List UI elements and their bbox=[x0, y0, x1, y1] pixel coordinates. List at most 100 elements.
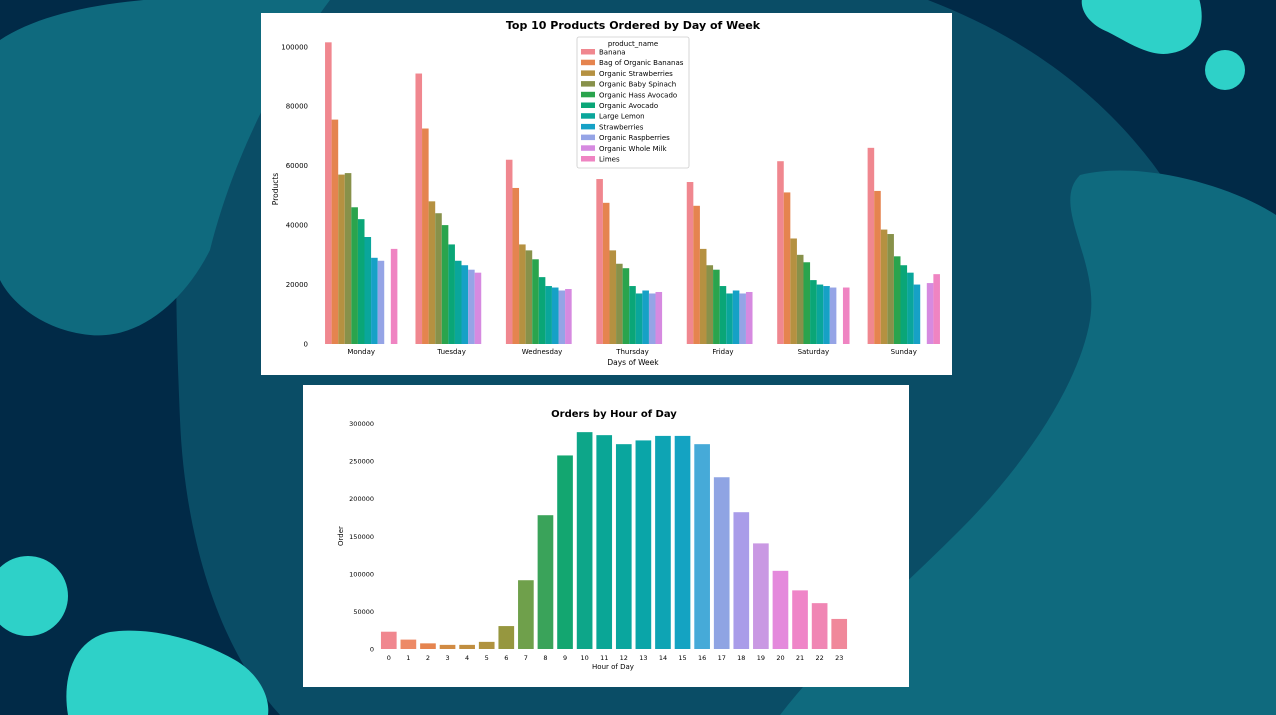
bar bbox=[538, 277, 546, 344]
y-tick-label: 100000 bbox=[349, 570, 374, 578]
y-tick-label: 80000 bbox=[286, 103, 308, 111]
bar bbox=[371, 257, 378, 344]
bar bbox=[933, 274, 940, 344]
x-tick-label: 21 bbox=[796, 654, 804, 662]
bar bbox=[867, 147, 875, 344]
background-blob-right bbox=[780, 170, 1276, 715]
legend-swatch bbox=[581, 145, 595, 151]
x-tick-label: Wednesday bbox=[522, 348, 563, 356]
legend-entry: Bag of Organic Bananas bbox=[599, 59, 684, 67]
bar bbox=[648, 293, 656, 344]
orders-by-hour-chart: Orders by Hour of Day Order Hour of Day … bbox=[337, 409, 848, 671]
bar bbox=[803, 262, 811, 344]
y-tick-label: 50000 bbox=[353, 608, 374, 616]
chart-panel-top: Top 10 Products Ordered by Day of Week P… bbox=[261, 13, 952, 375]
accent-circle-bottom-left bbox=[0, 556, 68, 636]
bar bbox=[468, 269, 475, 344]
bar bbox=[325, 42, 332, 344]
x-tick-label: 17 bbox=[718, 654, 726, 662]
bar bbox=[777, 161, 784, 344]
bar bbox=[842, 287, 850, 344]
x-tick-label: 22 bbox=[815, 654, 823, 662]
bar bbox=[519, 244, 526, 344]
bar bbox=[532, 259, 539, 344]
bar bbox=[726, 293, 733, 344]
x-tick-label: Thursday bbox=[615, 348, 649, 356]
bar bbox=[792, 590, 808, 649]
x-tick-label: 20 bbox=[776, 654, 784, 662]
legend-entry: Organic Baby Spinach bbox=[599, 81, 676, 89]
bar bbox=[874, 190, 881, 344]
bar bbox=[448, 244, 455, 344]
bar bbox=[616, 263, 623, 344]
x-tick-label: 15 bbox=[678, 654, 686, 662]
bar bbox=[926, 283, 934, 344]
bar bbox=[642, 290, 649, 344]
x-tick-label: 0 bbox=[387, 654, 391, 662]
bar bbox=[635, 440, 652, 649]
x-tick-label: 16 bbox=[698, 654, 706, 662]
bar bbox=[576, 432, 593, 649]
bar bbox=[364, 237, 372, 344]
accent-blob-top-right bbox=[1081, 0, 1202, 54]
y-tick-label: 0 bbox=[370, 646, 374, 654]
legend-swatch bbox=[581, 123, 595, 130]
x-tick-label: 14 bbox=[659, 654, 667, 662]
x-tick-label: 7 bbox=[524, 654, 528, 662]
y-tick-label: 40000 bbox=[286, 222, 308, 230]
y-tick-label: 250000 bbox=[349, 458, 374, 466]
bar bbox=[694, 444, 710, 649]
bar bbox=[428, 201, 436, 344]
y-tick-label: 20000 bbox=[286, 281, 308, 289]
chart-panel-bottom: Orders by Hour of Day Order Hour of Day … bbox=[303, 385, 909, 687]
bar bbox=[422, 128, 429, 344]
bar bbox=[615, 444, 632, 649]
legend-entry: Organic Hass Avocado bbox=[599, 91, 677, 99]
x-tick-label: Tuesday bbox=[436, 348, 465, 356]
legend-entry: Strawberries bbox=[599, 123, 644, 131]
x-tick-label: 9 bbox=[563, 654, 567, 662]
bar bbox=[907, 272, 914, 344]
legend-swatch bbox=[581, 102, 595, 108]
bar bbox=[783, 192, 791, 344]
x-tick-label: 10 bbox=[580, 654, 588, 662]
bar bbox=[537, 515, 554, 649]
y-tick-label: 0 bbox=[304, 341, 308, 349]
x-axis-label: Days of Week bbox=[607, 358, 659, 367]
y-tick-label: 60000 bbox=[286, 162, 308, 170]
bar bbox=[512, 187, 520, 344]
legend-entry: Limes bbox=[599, 156, 620, 164]
bar bbox=[525, 250, 533, 344]
bar bbox=[753, 543, 769, 649]
bar bbox=[880, 229, 888, 344]
legend-swatch bbox=[581, 113, 595, 119]
bar bbox=[344, 173, 352, 344]
bar bbox=[331, 119, 339, 344]
y-axis-label: Products bbox=[271, 173, 280, 205]
chart-title: Orders by Hour of Day bbox=[551, 409, 677, 420]
bar bbox=[380, 631, 397, 649]
bar bbox=[400, 639, 417, 649]
legend-title: product_name bbox=[608, 40, 658, 48]
bar bbox=[810, 280, 817, 344]
bar bbox=[596, 435, 613, 649]
bar bbox=[459, 644, 475, 649]
chart-title: Top 10 Products Ordered by Day of Week bbox=[506, 19, 761, 32]
x-tick-label: 13 bbox=[639, 654, 647, 662]
bar bbox=[420, 643, 436, 649]
x-tick-label: Sunday bbox=[891, 348, 917, 356]
bar bbox=[713, 477, 730, 649]
bar bbox=[655, 291, 663, 344]
bar bbox=[545, 286, 552, 344]
x-tick-label: Monday bbox=[347, 348, 375, 356]
bar bbox=[609, 250, 617, 344]
bar bbox=[565, 289, 572, 344]
x-axis-label: Hour of Day bbox=[592, 663, 634, 671]
bar bbox=[811, 603, 828, 649]
bar bbox=[796, 254, 804, 344]
y-tick-label: 200000 bbox=[349, 495, 374, 503]
x-tick-label: 4 bbox=[465, 654, 469, 662]
x-tick-label: 2 bbox=[426, 654, 430, 662]
legend-swatch bbox=[581, 91, 595, 98]
legend-entry: Organic Whole Milk bbox=[599, 145, 667, 153]
